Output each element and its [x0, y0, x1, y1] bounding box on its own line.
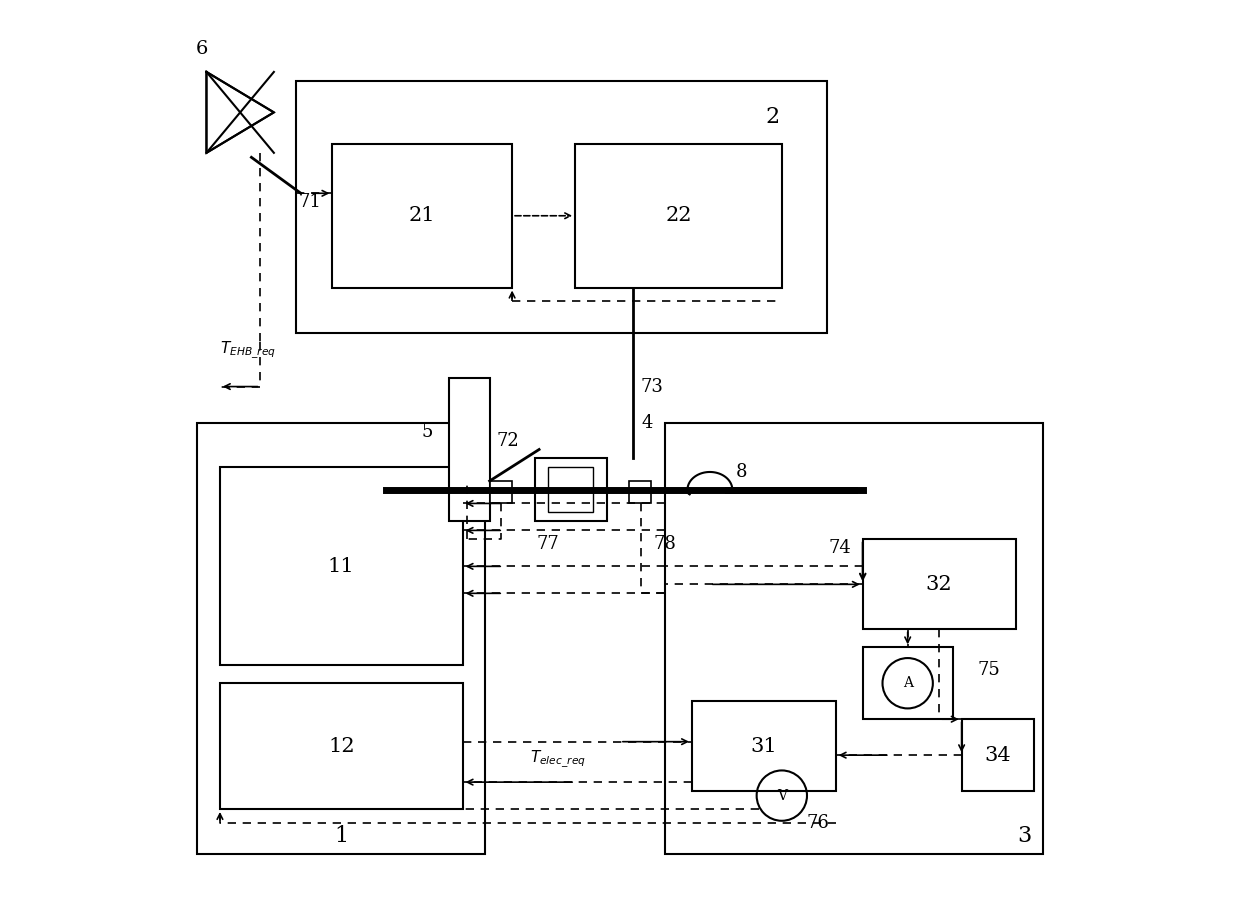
Text: V: V — [776, 788, 787, 803]
Bar — [534, 458, 606, 521]
Text: 3: 3 — [1018, 825, 1032, 847]
Bar — [449, 378, 490, 521]
Text: $T_{EHB\_req}$: $T_{EHB\_req}$ — [219, 340, 277, 361]
Text: 21: 21 — [409, 206, 435, 226]
Bar — [665, 423, 1043, 854]
Text: 4: 4 — [641, 414, 652, 432]
Text: 22: 22 — [665, 206, 692, 226]
Text: 8: 8 — [735, 463, 748, 481]
Text: 72: 72 — [496, 432, 520, 450]
Text: 6: 6 — [196, 40, 208, 58]
Text: 11: 11 — [327, 556, 355, 576]
Polygon shape — [206, 72, 274, 153]
Bar — [863, 647, 952, 719]
Text: 34: 34 — [985, 745, 1011, 765]
Bar — [629, 481, 651, 503]
Bar — [863, 539, 1016, 629]
Text: 12: 12 — [329, 736, 355, 756]
Text: 71: 71 — [299, 193, 321, 211]
Bar — [332, 144, 512, 288]
Bar — [197, 423, 485, 854]
Bar — [490, 481, 512, 503]
Text: 1: 1 — [335, 825, 348, 847]
Text: 76: 76 — [806, 814, 830, 832]
Bar — [548, 467, 593, 512]
Bar — [219, 683, 463, 809]
Text: 32: 32 — [926, 574, 952, 594]
Text: 2: 2 — [766, 106, 780, 128]
Text: 77: 77 — [537, 535, 559, 553]
Text: 73: 73 — [640, 378, 663, 396]
Bar — [575, 144, 781, 288]
Text: 78: 78 — [653, 535, 676, 553]
Text: 5: 5 — [422, 423, 433, 441]
Text: A: A — [903, 676, 913, 690]
Text: 75: 75 — [977, 661, 999, 679]
Text: 74: 74 — [828, 539, 852, 557]
Bar — [962, 719, 1034, 791]
Text: 31: 31 — [750, 736, 777, 756]
Bar — [692, 701, 836, 791]
Bar — [219, 467, 463, 665]
Bar — [296, 81, 827, 333]
Text: $T_{elec\_req}$: $T_{elec\_req}$ — [531, 749, 587, 770]
